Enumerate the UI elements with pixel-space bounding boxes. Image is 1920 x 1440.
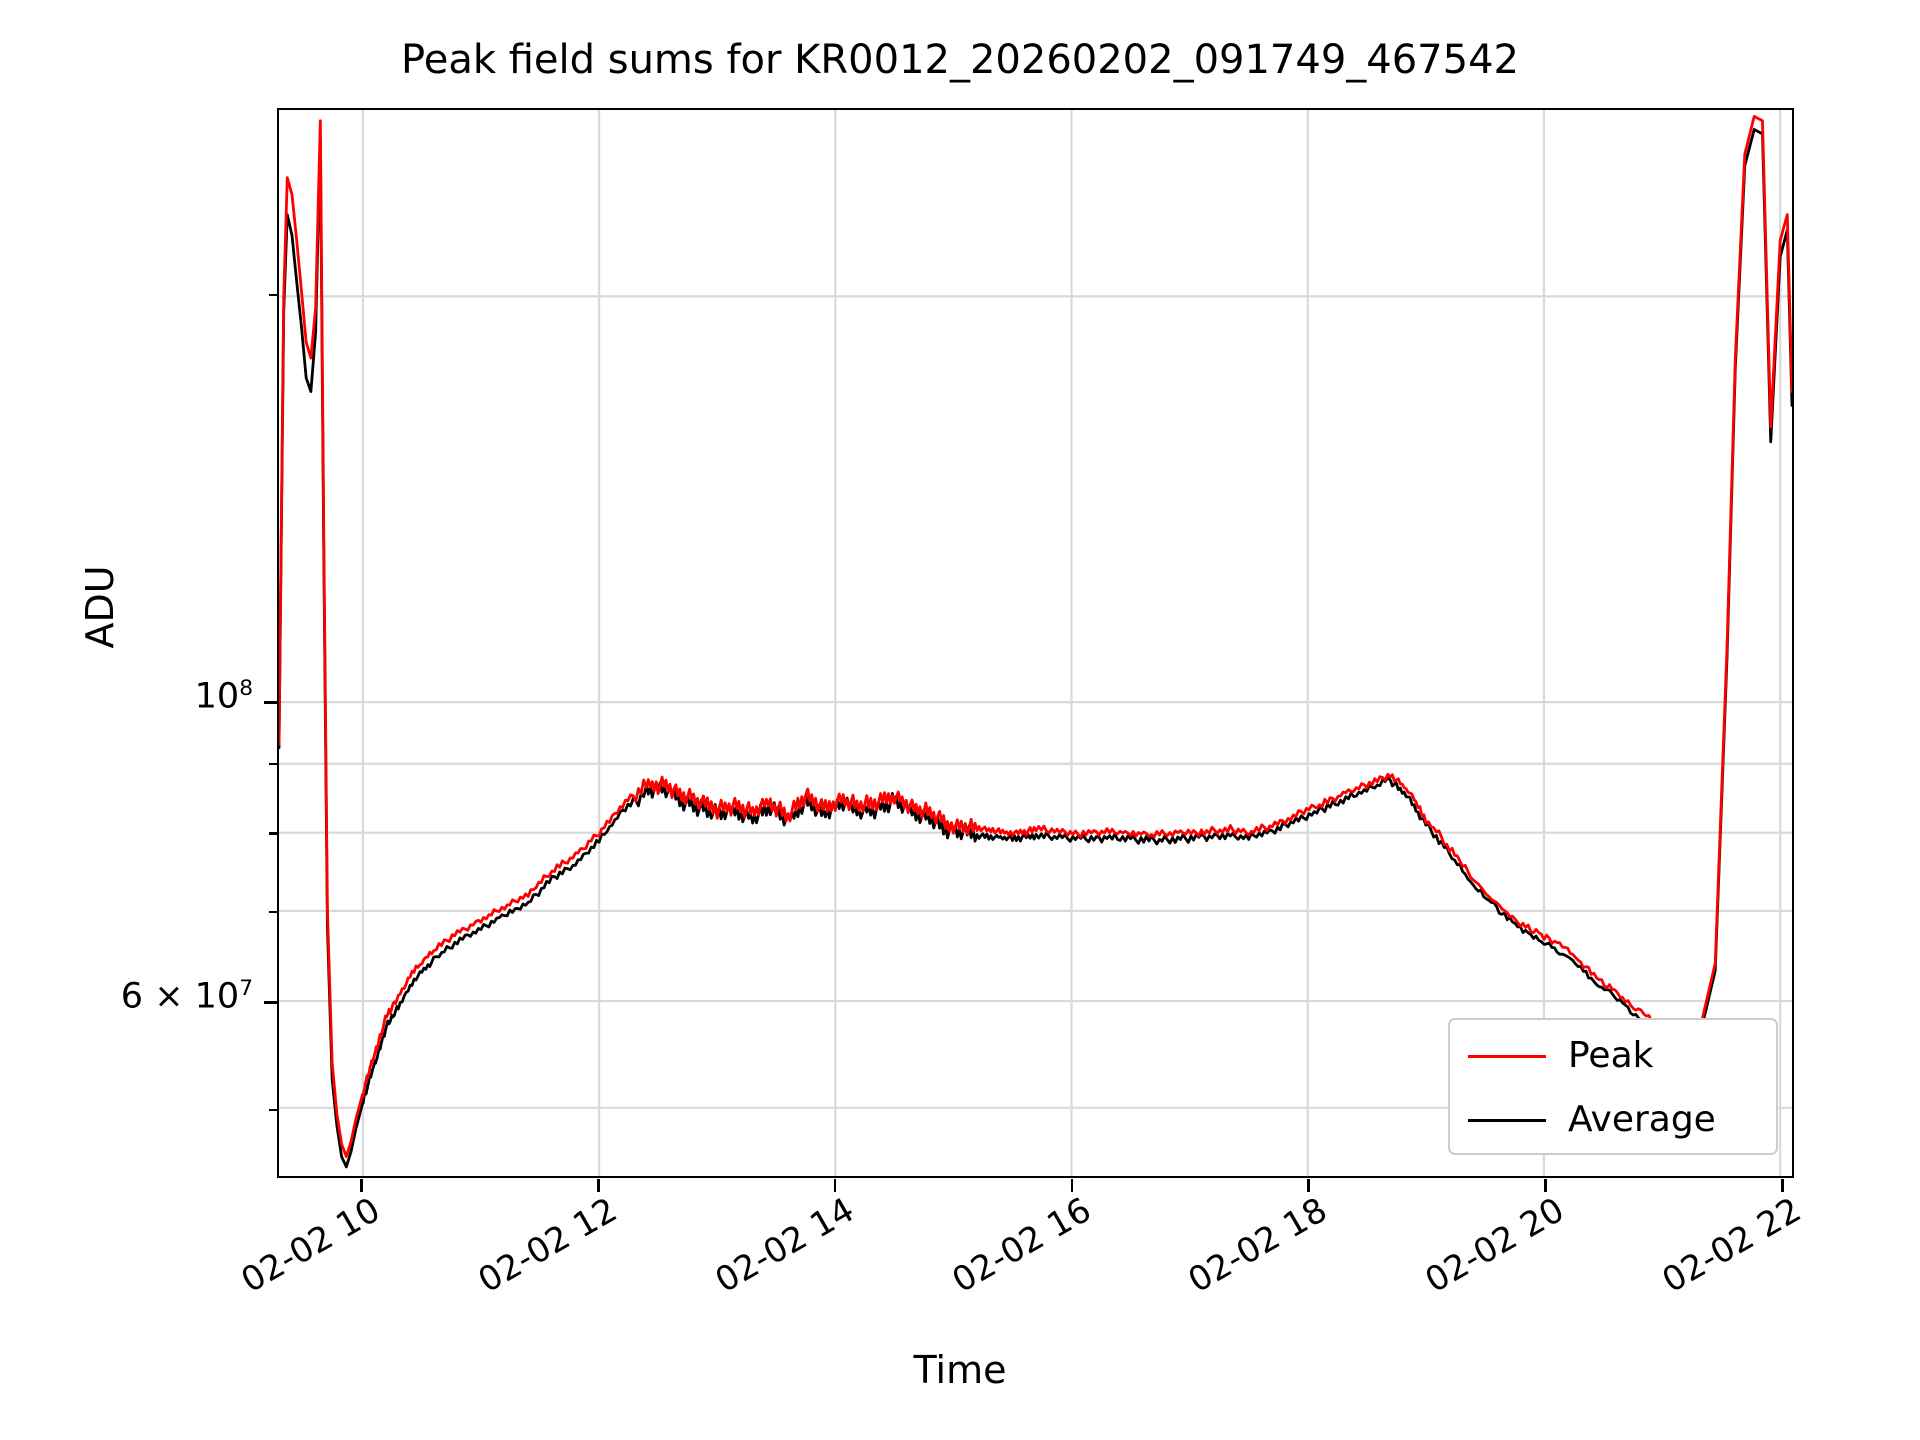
y-tick-mark <box>264 701 277 704</box>
plot-canvas <box>279 110 1792 1176</box>
y-minor-tick-mark <box>269 763 277 766</box>
legend-label-peak: Peak <box>1568 1035 1654 1076</box>
y-minor-tick-mark <box>269 910 277 914</box>
y-tick-mark <box>264 1001 277 1005</box>
legend-swatch-peak <box>1468 1054 1546 1058</box>
x-tick-label: 02-02 18 <box>1182 1190 1335 1302</box>
series-line-average <box>279 128 1792 1169</box>
y-tick-label: 6 × 107 <box>120 976 253 1018</box>
y-axis-label: ADU <box>78 565 122 649</box>
y-minor-tick-mark <box>269 294 277 297</box>
x-tick-label: 02-02 12 <box>471 1190 624 1302</box>
y-tick-label: 108 <box>194 676 253 717</box>
series-line-peak <box>279 115 1792 1158</box>
legend-entry-peak: Peak <box>1450 1026 1776 1086</box>
legend-label-average: Average <box>1568 1099 1716 1140</box>
legend[interactable]: Peak Average <box>1448 1018 1778 1155</box>
legend-entry-average: Average <box>1450 1090 1776 1150</box>
x-tick-mark <box>1544 1179 1547 1192</box>
x-tick-mark <box>360 1179 363 1192</box>
page-title: Peak field sums for KR0012_20260202_0917… <box>401 37 1519 83</box>
x-tick-mark <box>1781 1179 1784 1192</box>
x-tick-mark <box>596 1179 600 1192</box>
y-minor-tick-mark <box>269 1108 277 1111</box>
x-tick-mark <box>833 1179 837 1192</box>
legend-swatch-average <box>1468 1118 1546 1122</box>
data-series-group <box>279 115 1792 1169</box>
x-tick-label: 02-02 10 <box>234 1190 388 1302</box>
x-axis-label: Time <box>913 1348 1007 1392</box>
x-tick-label: 02-02 20 <box>1418 1190 1572 1302</box>
x-tick-mark <box>1307 1179 1311 1192</box>
x-tick-mark <box>1070 1179 1074 1192</box>
x-tick-label: 02-02 22 <box>1655 1190 1809 1302</box>
x-tick-label: 02-02 16 <box>945 1190 1098 1302</box>
grid-lines <box>279 110 1792 1176</box>
y-minor-tick-mark <box>269 832 277 835</box>
x-tick-label: 02-02 14 <box>708 1190 861 1302</box>
